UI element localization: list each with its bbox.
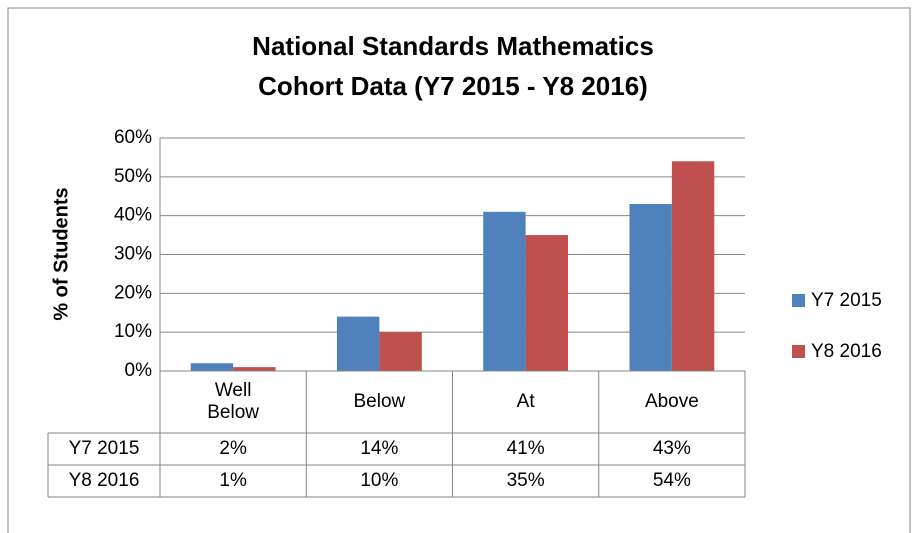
y-tick-label: 40%	[114, 205, 152, 226]
table-value-text: 10%	[360, 470, 399, 491]
legend-swatch	[792, 294, 805, 307]
chart-title: Cohort Data (Y7 2015 - Y8 2016)	[258, 71, 648, 101]
table-value: 10%	[306, 465, 452, 497]
legend-label: Y8 2016	[811, 341, 882, 362]
table-value-text: 35%	[506, 470, 545, 491]
y-tick-label: 0%	[125, 360, 153, 381]
bar	[671, 161, 715, 371]
table-value-text: 14%	[360, 438, 399, 459]
bar	[629, 204, 672, 371]
table-value-text: 41%	[506, 438, 545, 459]
bar	[525, 235, 569, 371]
y-tick-label: 20%	[114, 282, 152, 303]
legend-label: Y7 2015	[811, 290, 882, 311]
table-value-text: 1%	[219, 470, 247, 491]
x-tick-label-text: Above	[644, 391, 699, 412]
y-tick-label: 10%	[114, 321, 152, 342]
table-row-header-text: Y7 2015	[68, 438, 140, 459]
x-tick-label: Below	[306, 371, 452, 433]
table-row-header: Y8 2016	[48, 465, 160, 497]
x-tick-label: Above	[599, 371, 745, 433]
y-tick-label: 30%	[114, 244, 152, 265]
x-tick-label-text: Well Below	[207, 380, 259, 423]
bar	[483, 211, 526, 371]
table-value-text: 54%	[652, 470, 691, 491]
x-tick-label-text: Below	[353, 391, 406, 412]
table-row-header: Y7 2015	[48, 433, 160, 465]
table-value: 43%	[599, 433, 745, 465]
x-tick-label-text: At	[516, 391, 535, 412]
table-value-text: 43%	[652, 438, 691, 459]
bar	[190, 363, 234, 371]
table-row-header-text: Y8 2016	[68, 470, 140, 491]
y-axis-label: % of Students	[50, 187, 72, 320]
table-value: 41%	[453, 433, 599, 465]
y-tick-label: 50%	[114, 166, 152, 187]
chart-title: National Standards Mathematics	[252, 31, 654, 61]
bar	[336, 316, 380, 371]
x-tick-label: Well Below	[160, 371, 306, 433]
legend-swatch	[792, 345, 805, 358]
bar	[233, 367, 276, 371]
y-tick-label: 60%	[114, 127, 152, 148]
table-value: 14%	[306, 433, 452, 465]
table-value: 1%	[160, 465, 306, 497]
bar	[379, 332, 422, 371]
table-value: 54%	[599, 465, 745, 497]
table-value: 35%	[453, 465, 599, 497]
x-tick-label: At	[453, 371, 599, 433]
table-value: 2%	[160, 433, 306, 465]
table-value-text: 2%	[219, 438, 247, 459]
chart-border	[7, 7, 911, 533]
